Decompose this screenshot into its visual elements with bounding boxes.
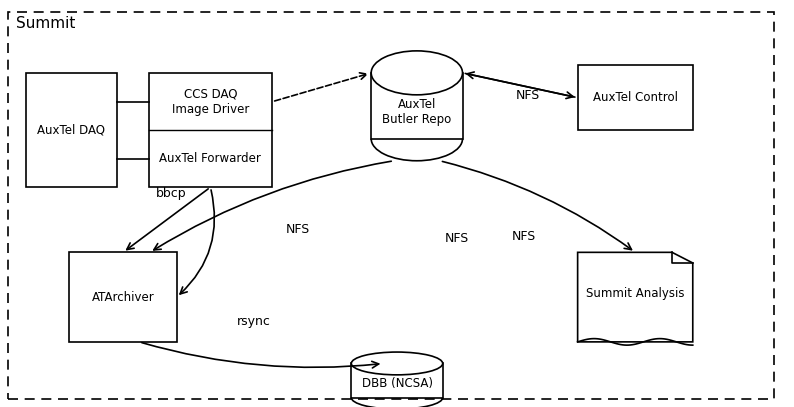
Text: CCS DAQ
Image Driver: CCS DAQ Image Driver (172, 88, 249, 116)
Text: Summit: Summit (16, 16, 75, 31)
Polygon shape (577, 252, 692, 342)
Text: NFS: NFS (286, 223, 310, 236)
FancyBboxPatch shape (577, 65, 692, 130)
Text: Summit Analysis: Summit Analysis (586, 287, 684, 300)
Text: AuxTel DAQ: AuxTel DAQ (37, 124, 106, 137)
Text: ATArchiver: ATArchiver (91, 291, 155, 304)
Text: NFS: NFS (512, 230, 536, 243)
Text: NFS: NFS (516, 89, 540, 102)
FancyBboxPatch shape (25, 73, 118, 187)
Text: AuxTel
Butler Repo: AuxTel Butler Repo (382, 98, 452, 127)
Text: rsync: rsync (237, 315, 271, 328)
Polygon shape (351, 363, 443, 398)
Text: DBB (NCSA): DBB (NCSA) (361, 377, 433, 390)
Text: NFS: NFS (445, 232, 468, 245)
FancyBboxPatch shape (149, 73, 272, 187)
Ellipse shape (351, 352, 443, 375)
FancyBboxPatch shape (8, 12, 774, 399)
Polygon shape (371, 73, 462, 139)
Text: AuxTel Control: AuxTel Control (592, 91, 678, 104)
Text: bbcp: bbcp (156, 187, 186, 200)
Ellipse shape (372, 51, 462, 95)
Text: AuxTel Forwarder: AuxTel Forwarder (160, 152, 261, 165)
FancyBboxPatch shape (70, 252, 176, 342)
